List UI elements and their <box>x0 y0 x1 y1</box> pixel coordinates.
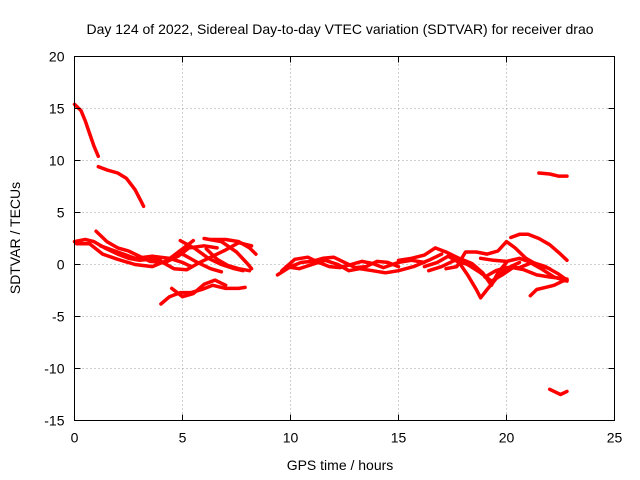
series-arc11 <box>208 237 258 256</box>
tick-layer: 0 5 10 15 20 25 -15 -10 -5 0 5 10 15 20 <box>44 49 622 446</box>
series-arc15 <box>275 255 401 277</box>
series-arc26 <box>537 171 569 178</box>
y-tick-label: 15 <box>49 101 65 117</box>
series-arc16 <box>280 255 427 273</box>
series-arc1 <box>72 102 101 159</box>
series-layer <box>72 102 569 397</box>
plot-frame <box>74 56 615 421</box>
series-arc2 <box>96 164 146 209</box>
series-arc17 <box>284 252 444 275</box>
x-tick-label: 0 <box>71 430 79 446</box>
grid-layer <box>74 56 615 421</box>
series-arc23 <box>483 260 569 282</box>
series-arc25 <box>528 278 569 298</box>
x-tick-label: 25 <box>607 430 623 446</box>
y-tick-label: 0 <box>57 257 65 273</box>
series-arc12 <box>204 247 252 273</box>
y-tick-label: 20 <box>49 49 65 65</box>
x-axis-label: GPS time / hours <box>287 457 394 473</box>
series-arc27 <box>547 387 569 397</box>
series-arc22 <box>478 256 569 283</box>
y-tick-label: -10 <box>44 361 64 377</box>
x-tick-label: 5 <box>179 430 187 446</box>
series-arc9 <box>180 252 224 274</box>
series-arc5 <box>74 238 196 269</box>
y-tick-label: 10 <box>49 153 65 169</box>
series-arc24 <box>509 232 569 263</box>
x-tick-label: 10 <box>283 430 299 446</box>
y-axis-label: SDTVAR / TECUs <box>7 182 23 294</box>
y-tick-label: -15 <box>44 413 64 429</box>
x-tick-label: 15 <box>391 430 407 446</box>
y-tick-label: -5 <box>52 309 65 325</box>
y-tick-label: 5 <box>57 205 65 221</box>
series-arc21 <box>426 258 569 283</box>
series-arc13 <box>159 283 247 306</box>
x-tick-label: 20 <box>499 430 515 446</box>
series-arc14 <box>169 278 228 299</box>
chart-title: Day 124 of 2022, Sidereal Day-to-day VTE… <box>86 21 593 37</box>
